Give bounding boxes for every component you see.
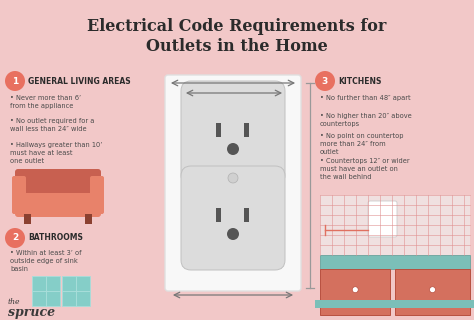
Text: KITCHENS: KITCHENS <box>338 76 382 85</box>
Text: • Never more than 6’
from the appliance: • Never more than 6’ from the appliance <box>10 95 81 109</box>
Circle shape <box>352 287 358 293</box>
FancyBboxPatch shape <box>181 81 285 185</box>
Text: 3: 3 <box>322 76 328 85</box>
Bar <box>320 195 470 255</box>
FancyBboxPatch shape <box>15 169 101 193</box>
Bar <box>24 214 31 224</box>
Text: • Hallways greater than 10’
must have at least
one outlet: • Hallways greater than 10’ must have at… <box>10 142 102 164</box>
Bar <box>245 208 249 222</box>
Text: Electrical Code Requirements for: Electrical Code Requirements for <box>87 18 387 35</box>
Text: BATHROOMS: BATHROOMS <box>28 234 83 243</box>
Circle shape <box>227 228 239 240</box>
Bar <box>32 276 60 306</box>
Text: • Countertops 12″ or wider
must have an outlet on
the wall behind: • Countertops 12″ or wider must have an … <box>320 158 410 180</box>
Text: spruce: spruce <box>8 306 55 319</box>
Circle shape <box>228 173 238 183</box>
FancyBboxPatch shape <box>181 166 285 270</box>
Text: • No further than 48″ apart: • No further than 48″ apart <box>320 95 410 101</box>
FancyBboxPatch shape <box>165 75 301 291</box>
Text: 1: 1 <box>12 76 18 85</box>
Circle shape <box>429 287 436 293</box>
Text: • No point on countertop
more than 24″ from
outlet: • No point on countertop more than 24″ f… <box>320 133 403 155</box>
Bar <box>245 123 249 137</box>
Bar <box>320 269 391 315</box>
Circle shape <box>315 71 335 91</box>
Text: • Within at least 3’ of
outside edge of sink
basin: • Within at least 3’ of outside edge of … <box>10 250 82 272</box>
FancyBboxPatch shape <box>15 183 101 217</box>
Bar <box>62 276 90 306</box>
FancyBboxPatch shape <box>90 176 104 214</box>
Bar <box>395 269 470 315</box>
FancyBboxPatch shape <box>368 201 397 237</box>
FancyBboxPatch shape <box>12 176 26 214</box>
Text: • No outlet required for a
wall less than 24″ wide: • No outlet required for a wall less tha… <box>10 118 94 132</box>
Bar <box>217 123 221 137</box>
Bar <box>85 214 92 224</box>
Text: the: the <box>8 298 20 306</box>
Text: • No higher than 20″ above
countertops: • No higher than 20″ above countertops <box>320 113 412 127</box>
Text: Outlets in the Home: Outlets in the Home <box>146 38 328 55</box>
Bar <box>320 255 470 269</box>
Text: GENERAL LIVING AREAS: GENERAL LIVING AREAS <box>28 76 131 85</box>
Circle shape <box>5 71 25 91</box>
Circle shape <box>5 228 25 248</box>
Bar <box>217 208 221 222</box>
Bar <box>315 300 474 308</box>
Circle shape <box>227 143 239 155</box>
Text: 2: 2 <box>12 234 18 243</box>
